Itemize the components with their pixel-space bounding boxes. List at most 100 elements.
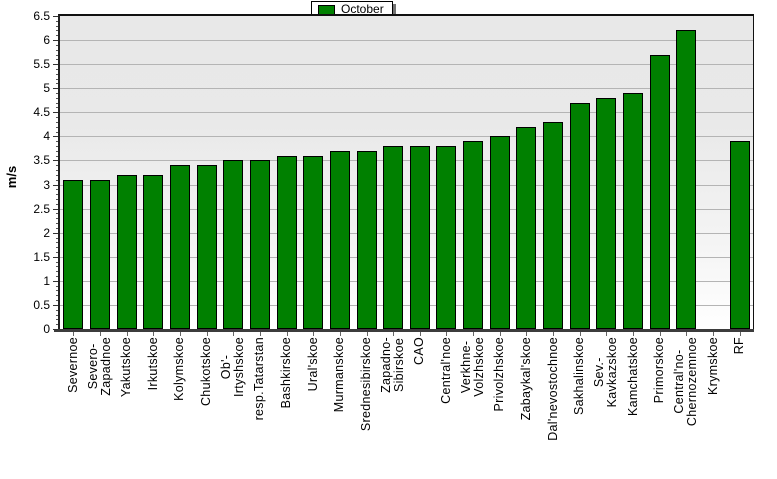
y-minor-tick: [56, 107, 58, 108]
bar-srednesibirskoe: [357, 151, 377, 329]
gridline: [60, 136, 753, 137]
y-tick-label: 4: [43, 129, 50, 143]
y-tick: [53, 305, 58, 306]
y-minor-tick: [56, 194, 58, 195]
y-tick-label: 1: [43, 274, 50, 288]
y-minor-tick: [56, 50, 58, 51]
x-tick: [500, 332, 501, 336]
y-minor-tick: [56, 218, 58, 219]
y-minor-tick: [56, 223, 58, 224]
y-minor-tick: [56, 21, 58, 22]
x-tick-label-severnoe: Severnoe: [66, 337, 80, 393]
x-tick: [340, 332, 341, 336]
x-tick-label-verkhne-volzhskoe: Verkhne- Volzhskoe: [459, 337, 486, 397]
x-tick-label-severo-zapadnoe: Severo- Zapadnoe: [86, 337, 113, 396]
x-tick-label-zabaykal-skoe: Zabaykal'skoe: [519, 337, 533, 421]
y-minor-tick: [56, 127, 58, 128]
x-tick-label-sakhalinskoe: Sakhalinskoe: [572, 337, 586, 415]
bar-verkhne-volzhskoe: [463, 141, 483, 329]
y-minor-tick: [56, 156, 58, 157]
bar-kamchatskoe: [623, 93, 643, 329]
y-tick: [53, 40, 58, 41]
x-tick-label-privolzhskoe: Privolzhskoe: [492, 337, 506, 412]
bar-central-noe: [436, 146, 456, 329]
y-tick: [53, 16, 58, 17]
bar-sev-kavkazskoe: [596, 98, 616, 329]
x-tick: [633, 332, 634, 336]
x-tick-label-ural-skoe: Ural'skoe: [306, 337, 320, 392]
y-minor-tick: [56, 151, 58, 152]
y-minor-tick: [56, 35, 58, 36]
x-tick: [127, 332, 128, 336]
y-minor-tick: [56, 132, 58, 133]
y-minor-tick: [56, 276, 58, 277]
bar-irkutskoe: [143, 175, 163, 329]
y-minor-tick: [56, 93, 58, 94]
gridline: [60, 257, 753, 258]
bar-resp-tatarstan: [250, 160, 270, 329]
y-tick: [53, 136, 58, 137]
y-tick: [53, 329, 58, 330]
y-minor-tick: [56, 26, 58, 27]
x-tick: [526, 332, 527, 336]
y-minor-tick: [56, 252, 58, 253]
y-minor-tick: [56, 271, 58, 272]
x-tick-label-irkutskoe: Irkutskoe: [146, 337, 160, 391]
x-tick: [313, 332, 314, 336]
gridline: [60, 209, 753, 210]
y-minor-tick: [56, 319, 58, 320]
x-tick: [740, 332, 741, 336]
y-minor-tick: [56, 242, 58, 243]
y-tick-label: 6: [43, 33, 50, 47]
x-tick-label-bashkirskoe: Bashkirskoe: [279, 337, 293, 409]
y-minor-tick: [56, 262, 58, 263]
x-tick: [367, 332, 368, 336]
y-tick-label: 1.5: [33, 250, 50, 264]
y-tick: [53, 160, 58, 161]
y-tick-label: 4.5: [33, 105, 50, 119]
y-minor-tick: [56, 69, 58, 70]
y-tick-label: 5.5: [33, 57, 50, 71]
y-tick: [53, 185, 58, 186]
x-tick: [660, 332, 661, 336]
y-minor-tick: [56, 315, 58, 316]
x-tick-label-central-no-chernozemnoe: Central'no- Chernozemnoe: [672, 337, 699, 427]
bar-zapadno-sibirskoe: [383, 146, 403, 329]
x-tick-label-zapadno-sibirskoe: Zapadno- Sibirskoe: [379, 337, 406, 393]
gridline: [60, 112, 753, 113]
y-minor-tick: [56, 175, 58, 176]
x-tick: [446, 332, 447, 336]
y-minor-tick: [56, 98, 58, 99]
y-tick-label: 3.5: [33, 153, 50, 167]
x-axis-ticks: [60, 329, 753, 339]
y-tick-label: 6.5: [33, 9, 50, 23]
y-tick: [53, 257, 58, 258]
x-tick: [260, 332, 261, 336]
x-tick: [420, 332, 421, 336]
y-minor-tick: [56, 324, 58, 325]
bar-ural-skoe: [303, 156, 323, 329]
bar-zabaykal-skoe: [516, 127, 536, 329]
x-tick: [287, 332, 288, 336]
x-tick: [473, 332, 474, 336]
y-tick: [53, 233, 58, 234]
x-tick-label-ob-irtyshskoe: Ob'- Irtyshskoe: [219, 337, 246, 397]
y-tick-label: 2: [43, 226, 50, 240]
x-tick-label-sev-kavkazskoe: Sev.- Kavkazskoe: [592, 337, 619, 408]
y-minor-tick: [56, 295, 58, 296]
x-axis-labels: Severnoe Severo- Zapadnoe Yakutskoe Irkutsk…: [60, 337, 760, 479]
y-tick: [53, 281, 58, 282]
x-tick-label-kamchatskoe: Kamchatskoe: [626, 337, 640, 417]
y-minor-tick: [56, 310, 58, 311]
gridline: [60, 305, 753, 306]
x-tick: [233, 332, 234, 336]
legend-label-october: October: [341, 2, 384, 16]
y-axis: 0 0.5 1 1.5 2 2.5 3 3.5 4 4.5 5 5.5 6 6.5: [0, 9, 60, 344]
x-tick-label-central-noe: Central'noe: [439, 337, 453, 404]
x-tick: [180, 332, 181, 336]
y-minor-tick: [56, 59, 58, 60]
x-tick-label-kolymskoe: Kolymskoe: [172, 337, 186, 401]
bar-chukotskoe: [197, 165, 217, 329]
x-tick: [73, 332, 74, 336]
